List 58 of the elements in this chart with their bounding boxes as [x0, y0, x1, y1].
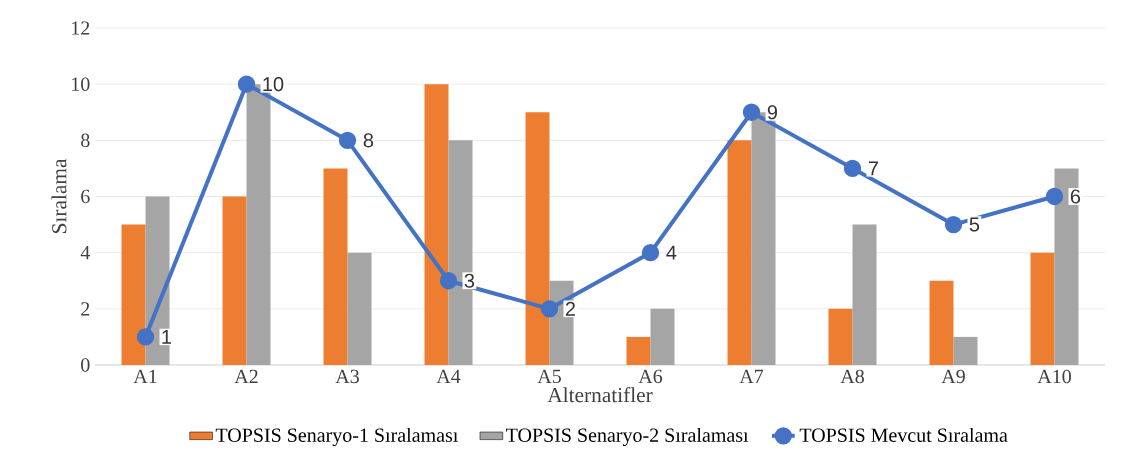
data-label: 4 [666, 245, 677, 260]
x-tick-label: A10 [1037, 369, 1071, 384]
bar [121, 224, 146, 365]
x-tick-label: A8 [840, 369, 864, 384]
x-tick-label: A4 [436, 369, 461, 383]
data-label: 5 [969, 217, 980, 232]
data-label: 3 [464, 273, 475, 288]
x-tick-label: A6 [638, 369, 663, 384]
point [1045, 187, 1064, 206]
bar [953, 336, 978, 365]
bar [1054, 168, 1079, 365]
y-axis-title: Sıralama [51, 158, 67, 233]
point [439, 272, 458, 290]
bar [1030, 252, 1055, 365]
y-tick-label: 0 [81, 358, 90, 372]
x-tick-label: A3 [335, 369, 359, 384]
point [136, 328, 155, 346]
point [641, 243, 660, 262]
point [742, 103, 761, 121]
x-tick-label: A9 [941, 369, 965, 384]
bar [448, 140, 473, 365]
bar [525, 112, 550, 365]
y-tick-label: 10 [72, 77, 90, 91]
bar [424, 84, 449, 365]
data-label: 6 [1070, 189, 1081, 204]
bar [828, 308, 853, 365]
bar [626, 336, 651, 365]
bar [347, 252, 372, 365]
point [843, 159, 862, 178]
data-label: 10 [263, 77, 284, 92]
x-tick-label: A2 [234, 369, 258, 383]
x-tick-label: A1 [133, 369, 157, 383]
point [540, 300, 559, 318]
y-tick-label: 12 [72, 21, 90, 35]
legend-label: TOPSIS Mevcut Sıralama [799, 427, 1008, 442]
x-tick-label: A5 [537, 369, 561, 384]
bar [323, 168, 348, 365]
y-tick-label: 8 [81, 133, 90, 148]
bar [852, 224, 877, 365]
y-tick-label: 2 [81, 302, 90, 316]
bar [650, 308, 675, 365]
point [338, 131, 357, 149]
point [944, 215, 963, 234]
data-label: 7 [868, 161, 878, 176]
bar [222, 196, 247, 365]
y-tick-label: 4 [80, 246, 90, 260]
y-tick-label: 6 [81, 189, 90, 204]
legend-label: TOPSIS Senaryo-1 Sıralaması [215, 427, 458, 447]
point [237, 75, 256, 93]
data-label: 1 [162, 330, 171, 344]
bar [727, 140, 752, 365]
x-axis-title: Alternatifler [547, 387, 653, 403]
data-label: 8 [363, 133, 374, 148]
data-label: 2 [565, 301, 575, 316]
legend-label: TOPSIS Senaryo-2 Sıralaması [506, 427, 749, 447]
x-tick-label: A7 [739, 369, 764, 383]
bar [929, 280, 954, 365]
data-label: 9 [767, 105, 778, 120]
